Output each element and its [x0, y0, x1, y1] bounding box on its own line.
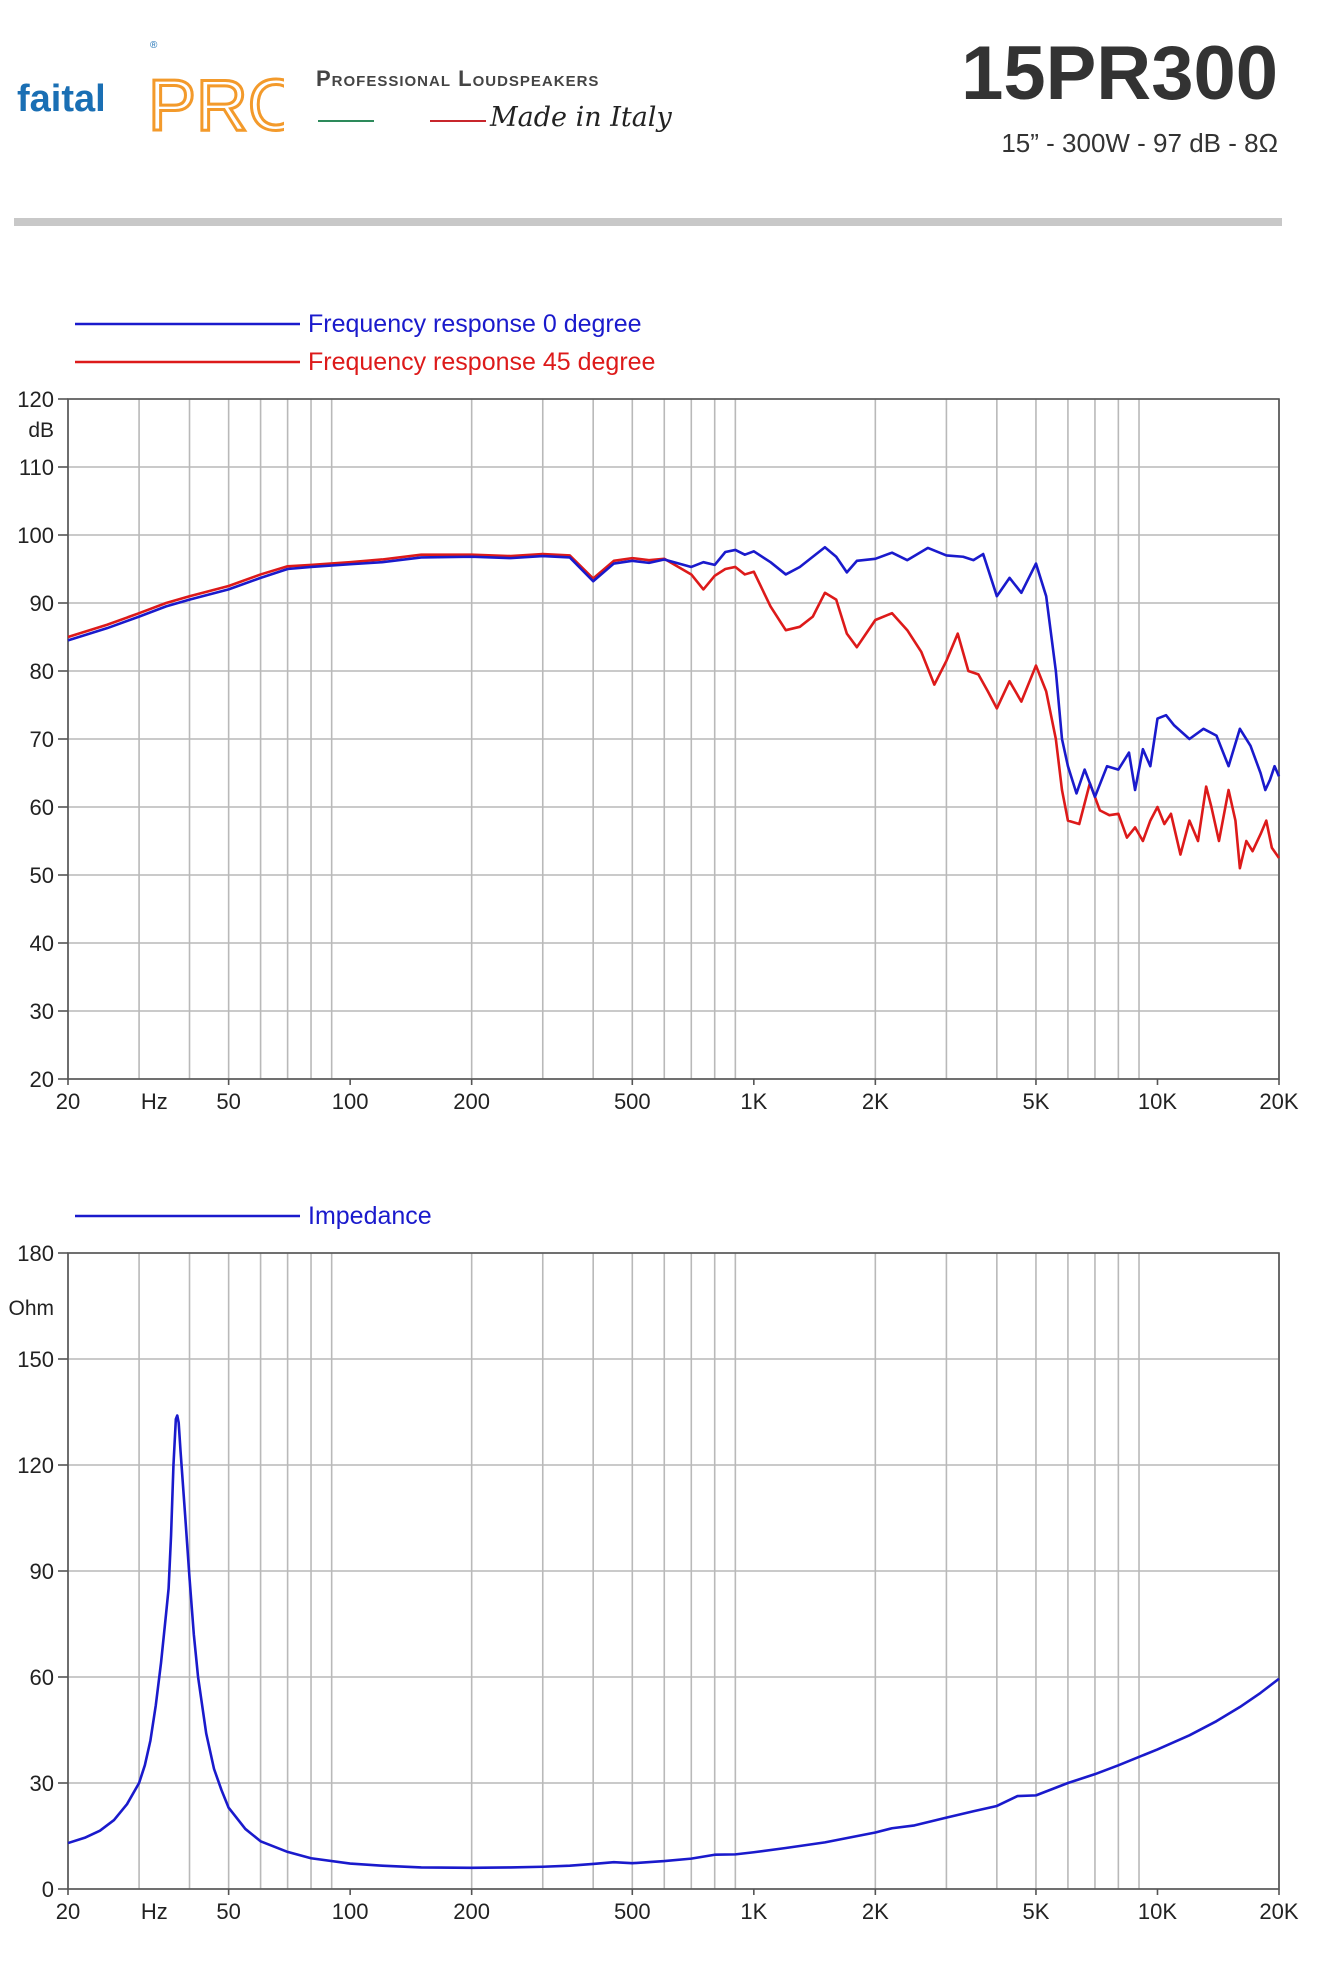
y-tick-label: 30 — [30, 1771, 54, 1796]
x-tick-label: 100 — [332, 1089, 369, 1114]
y-tick-label: 90 — [30, 591, 54, 616]
y-tick-label: 20 — [30, 1067, 54, 1092]
y-tick-label: 90 — [30, 1559, 54, 1584]
x-tick-label: 5K — [1023, 1089, 1050, 1114]
x-tick-label: 2K — [862, 1089, 889, 1114]
x-tick-label: 20K — [1259, 1089, 1298, 1114]
legend-label-0: Frequency response 0 degree — [308, 310, 642, 338]
legend-label-0: Impedance — [308, 1202, 432, 1230]
x-tick-label: 500 — [614, 1089, 651, 1114]
series-line-0 — [67, 545, 1281, 799]
x-tick-label: 20 — [56, 1899, 80, 1924]
x-tick-label: 1K — [740, 1899, 767, 1924]
y-tick-label: 50 — [30, 863, 54, 888]
y-tick-label: 70 — [30, 727, 54, 752]
x-tick-label: 50 — [216, 1089, 240, 1114]
x-tick-label: 50 — [216, 1899, 240, 1924]
made-in-italy: Made in Italy — [490, 102, 672, 133]
y-tick-label: 150 — [17, 1347, 54, 1372]
x-tick-label: 10K — [1138, 1899, 1177, 1924]
model-name: 15PR300 — [961, 31, 1278, 116]
y-tick-label: 60 — [30, 795, 54, 820]
frequency-response-chart: Frequency response 0 degree Frequency res… — [17, 310, 1299, 1114]
x-tick-label: 1K — [740, 1089, 767, 1114]
series-line-0 — [67, 1414, 1280, 1870]
grid-lines — [67, 398, 1280, 1080]
model-specs: 15” - 300W - 97 dB - 8Ω — [1001, 128, 1278, 158]
x-tick-label: 5K — [1023, 1899, 1050, 1924]
x-tick-label: 2K — [862, 1899, 889, 1924]
impedance-chart: Impedance 0 30 60 90 120 150 180 Ohm 20 50 100 200 50… — [8, 1202, 1298, 1924]
y-axis-unit: Ohm — [8, 1297, 54, 1320]
x-tick-label: 500 — [614, 1899, 651, 1924]
x-tick-label: 200 — [453, 1089, 490, 1114]
series-line-1 — [67, 552, 1281, 870]
y-tick-label: 100 — [17, 523, 54, 548]
y-tick-label: 0 — [42, 1877, 54, 1902]
x-tick-label: 100 — [332, 1899, 369, 1924]
y-tick-label: 30 — [30, 999, 54, 1024]
y-tick-label: 80 — [30, 659, 54, 684]
y-tick-label: 120 — [17, 1453, 54, 1478]
x-tick-label: 200 — [453, 1899, 490, 1924]
y-axis-unit: dB — [28, 419, 54, 442]
svg-text:faital: faital — [17, 78, 106, 120]
svg-text:®: ® — [150, 40, 158, 51]
y-tick-label: 180 — [17, 1241, 54, 1266]
green-line — [318, 120, 374, 122]
x-tick-label: 10K — [1138, 1089, 1177, 1114]
tagline: Professional Loudspeakers — [316, 66, 600, 91]
header-divider — [14, 218, 1282, 226]
y-tick-label: 60 — [30, 1665, 54, 1690]
faital-pro-logo: faital PRO ® — [17, 16, 284, 176]
y-tick-label: 120 — [17, 387, 54, 412]
header: faital PRO ® Professional Loudspeakers M… — [0, 0, 1328, 230]
y-tick-label: 40 — [30, 931, 54, 956]
legend-label-1: Frequency response 45 degree — [308, 348, 655, 376]
x-tick-label: 20 — [56, 1089, 80, 1114]
y-tick-label: 110 — [19, 455, 54, 480]
red-line — [430, 120, 486, 122]
svg-text:PRO: PRO — [148, 66, 284, 146]
x-axis-unit: Hz — [141, 1089, 168, 1114]
x-tick-label: 20K — [1259, 1899, 1298, 1924]
x-axis-unit: Hz — [141, 1899, 168, 1924]
grid-lines — [67, 1252, 1280, 1890]
